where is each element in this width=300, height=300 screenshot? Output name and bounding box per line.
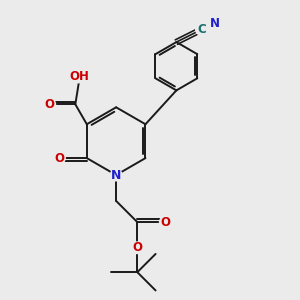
Text: O: O	[54, 152, 64, 165]
Text: C: C	[197, 23, 206, 36]
Circle shape	[72, 70, 85, 83]
Text: OH: OH	[69, 70, 89, 83]
Circle shape	[159, 216, 172, 229]
Text: N: N	[210, 17, 220, 30]
Circle shape	[209, 17, 222, 30]
Circle shape	[195, 23, 208, 36]
Circle shape	[43, 98, 56, 111]
Circle shape	[131, 241, 144, 254]
Text: N: N	[111, 169, 121, 182]
Text: O: O	[160, 216, 170, 229]
Circle shape	[53, 152, 66, 165]
Circle shape	[110, 169, 123, 182]
Text: O: O	[45, 98, 55, 111]
Text: O: O	[132, 241, 142, 254]
